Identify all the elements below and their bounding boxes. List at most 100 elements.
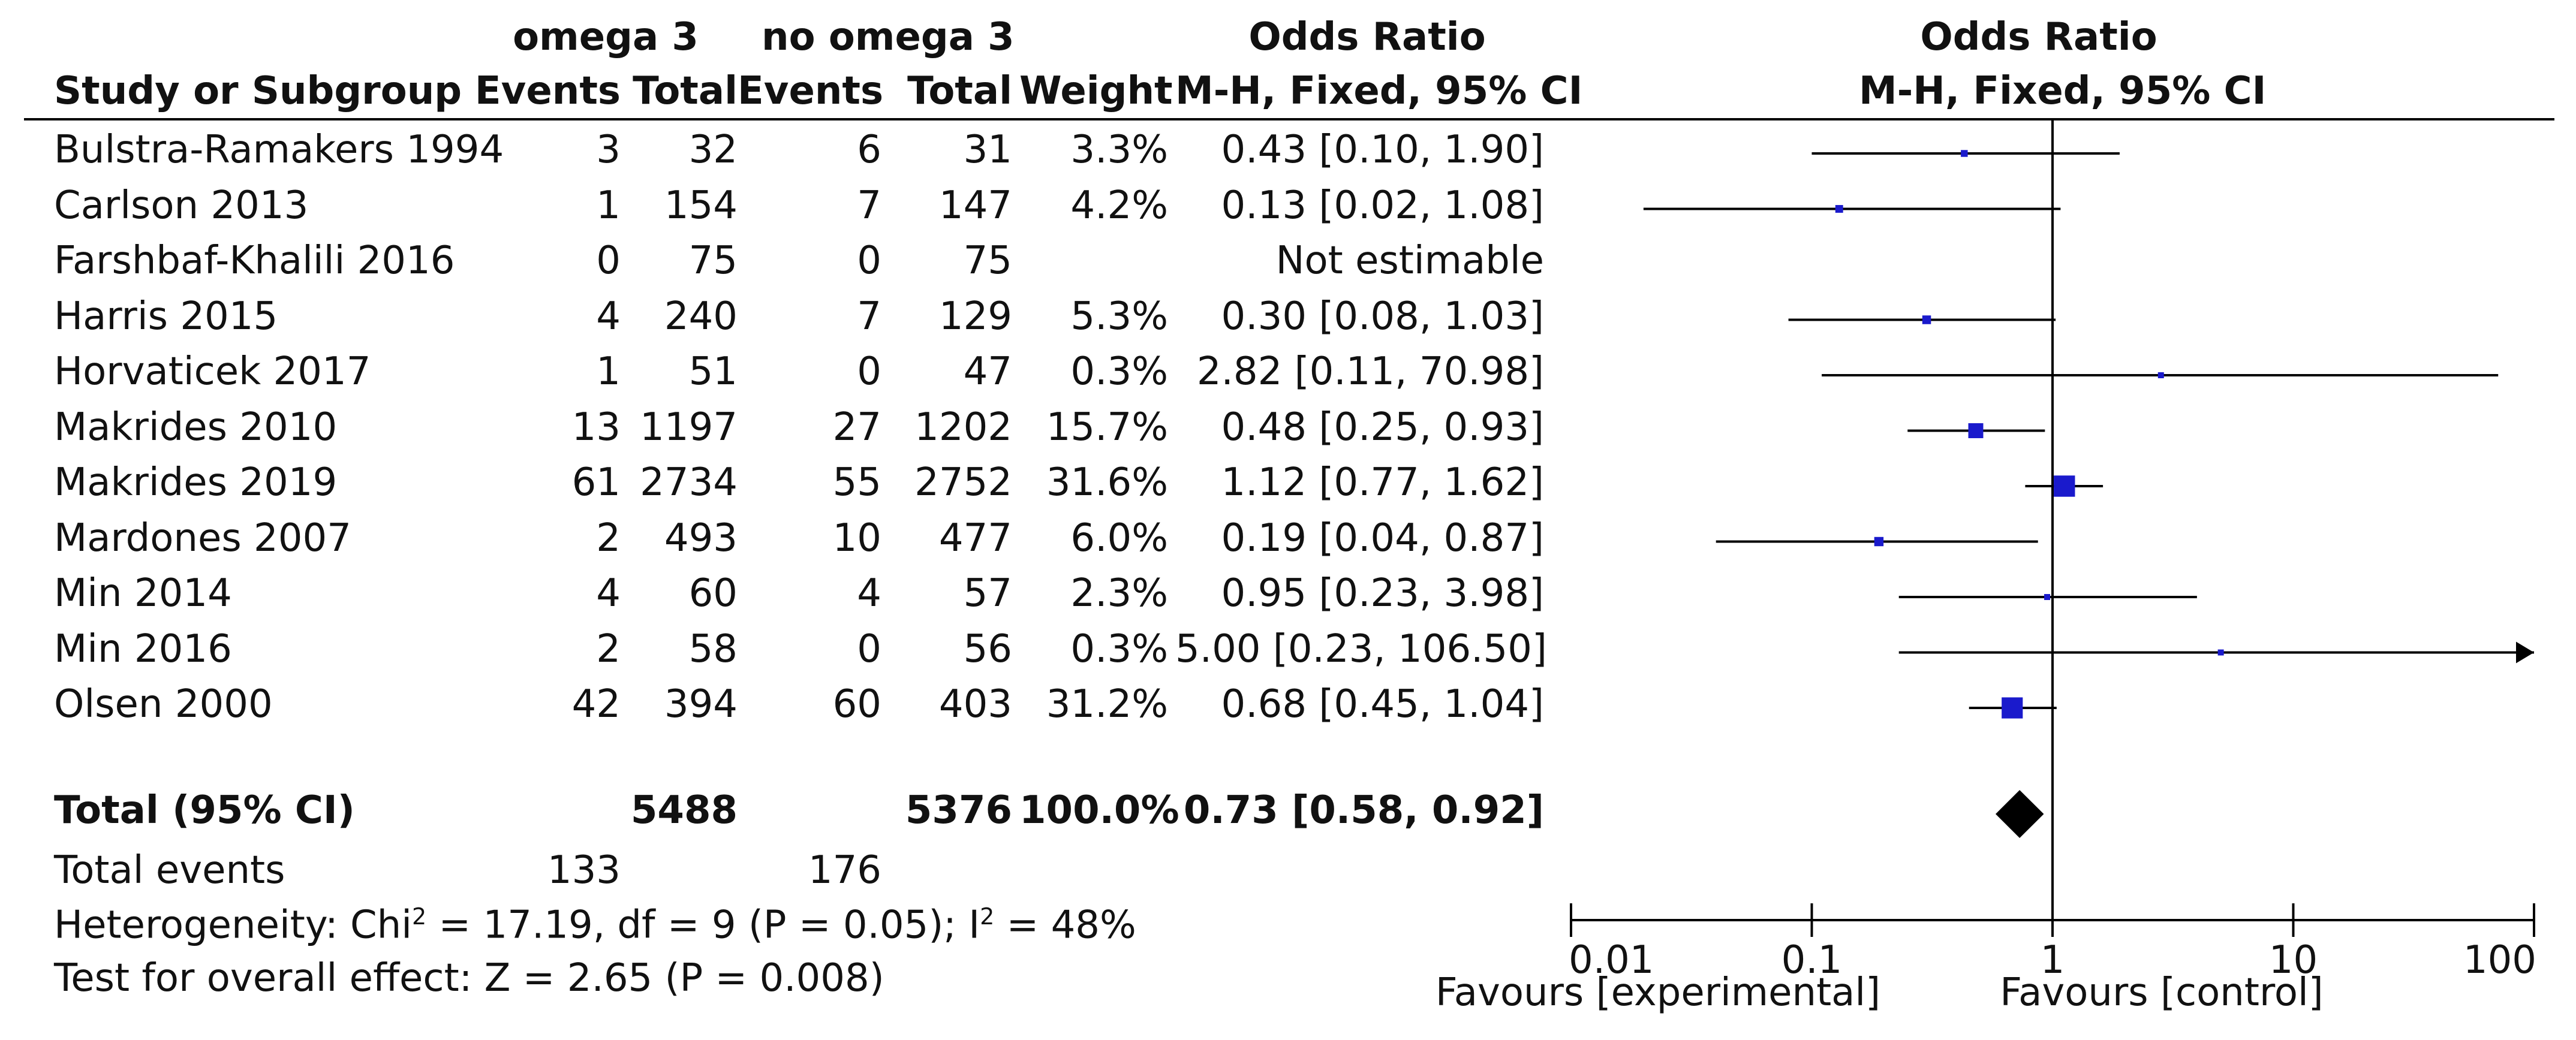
total-weight: 100.0% xyxy=(1019,788,1179,833)
events1-value: 2 xyxy=(596,626,621,671)
weight-value: 5.3% xyxy=(1070,294,1168,339)
events2-value: 4 xyxy=(857,571,881,616)
ci-text-value: 0.19 [0.04, 0.87] xyxy=(1221,516,1544,560)
ci-text-value: 2.82 [0.11, 70.98] xyxy=(1196,349,1544,394)
method-plot-header: M-H, Fixed, 95% CI xyxy=(1859,69,2267,113)
total1-value: 394 xyxy=(664,682,738,727)
total2-value: 2752 xyxy=(914,460,1012,505)
ci-text-value: 0.95 [0.23, 3.98] xyxy=(1221,571,1544,616)
study-name: Harris 2015 xyxy=(54,294,278,339)
study-marker xyxy=(2002,697,2023,719)
total-events-e2: 176 xyxy=(808,848,881,893)
study-marker xyxy=(2157,372,2164,378)
x-tick-label: 1 xyxy=(2041,938,2065,982)
favours-right-label: Favours [control] xyxy=(2000,970,2324,1015)
total2-value: 56 xyxy=(963,626,1012,671)
total1-value: 58 xyxy=(688,626,738,671)
weight-column-header: Weight xyxy=(1019,69,1173,113)
total2-value: 57 xyxy=(963,571,1012,616)
x-tick-label: 10 xyxy=(2269,938,2318,982)
events1-value: 4 xyxy=(596,294,621,339)
ci-text-value: 5.00 [0.23, 106.50] xyxy=(1175,626,1547,671)
total2-value: 403 xyxy=(938,682,1012,727)
study-marker xyxy=(2217,649,2224,656)
study-name: Min 2014 xyxy=(54,571,232,616)
events2-value: 0 xyxy=(857,626,881,671)
heterogeneity-text: Heterogeneity: Chi2 = 17.19, df = 9 (P =… xyxy=(54,903,1136,948)
total2-value: 477 xyxy=(938,516,1012,560)
events1-value: 13 xyxy=(571,405,621,450)
events1-value: 1 xyxy=(596,183,621,228)
favours-left-label: Favours [experimental] xyxy=(1436,970,1880,1015)
weight-value: 6.0% xyxy=(1070,516,1168,560)
study-marker xyxy=(1961,150,1968,157)
study-name: Mardones 2007 xyxy=(54,516,351,560)
weight-value: 3.3% xyxy=(1070,128,1168,172)
study-marker xyxy=(1835,205,1843,213)
total-events-label: Total events xyxy=(54,848,285,893)
ci-text-value: 0.68 [0.45, 1.04] xyxy=(1221,682,1544,727)
weight-value: 0.3% xyxy=(1070,626,1168,671)
total1-value: 1197 xyxy=(640,405,738,450)
total1-value: 51 xyxy=(688,349,738,394)
x-tick-label: 0.01 xyxy=(1569,938,1654,982)
events2-value: 27 xyxy=(832,405,881,450)
events1-value: 0 xyxy=(596,239,621,283)
ci-text-value: Not estimable xyxy=(1275,239,1544,283)
events1-value: 42 xyxy=(571,682,621,727)
events2-value: 60 xyxy=(832,682,881,727)
total-total1: 5488 xyxy=(630,788,738,833)
total1-value: 60 xyxy=(688,571,738,616)
ci-text-value: 0.43 [0.10, 1.90] xyxy=(1221,128,1544,172)
study-marker xyxy=(2044,594,2051,600)
weight-value: 31.2% xyxy=(1046,682,1168,727)
events1-value: 4 xyxy=(596,571,621,616)
weight-value: 4.2% xyxy=(1070,183,1168,228)
total2-value: 31 xyxy=(963,128,1012,172)
ci-text-value: 0.48 [0.25, 0.93] xyxy=(1221,405,1544,450)
study-name: Olsen 2000 xyxy=(54,682,273,727)
total-label: Total (95% CI) xyxy=(54,788,355,833)
study-name: Carlson 2013 xyxy=(54,183,309,228)
pooled-diamond xyxy=(1996,790,2044,838)
ci-text-value: 1.12 [0.77, 1.62] xyxy=(1221,460,1544,505)
total2-value: 1202 xyxy=(914,405,1012,450)
study-name: Horvaticek 2017 xyxy=(54,349,371,394)
study-marker xyxy=(1922,315,1931,324)
total1-column-header: Total xyxy=(633,69,738,113)
total1-value: 32 xyxy=(688,128,738,172)
study-marker xyxy=(1874,536,1884,547)
events1-value: 61 xyxy=(571,460,621,505)
events2-value: 10 xyxy=(832,516,881,560)
group2-header: no omega 3 xyxy=(762,15,1015,59)
ci-text-value: 0.13 [0.02, 1.08] xyxy=(1221,183,1544,228)
study-name: Bulstra-Ramakers 1994 xyxy=(54,128,504,172)
study-name: Makrides 2010 xyxy=(54,405,338,450)
x-tick-label: 0.1 xyxy=(1781,938,1843,982)
ci-arrow xyxy=(2516,641,2534,664)
study-name: Farshbaf-Khalili 2016 xyxy=(54,239,455,283)
events2-column-header: Events xyxy=(738,69,884,113)
study-column-header: Study or Subgroup xyxy=(54,69,462,113)
events2-value: 0 xyxy=(857,349,881,394)
total2-value: 147 xyxy=(938,183,1012,228)
study-marker xyxy=(1968,423,1984,438)
events2-value: 0 xyxy=(857,239,881,283)
weight-value: 2.3% xyxy=(1070,571,1168,616)
study-marker xyxy=(2054,475,2075,497)
study-name: Min 2016 xyxy=(54,626,232,671)
weight-value: 15.7% xyxy=(1046,405,1168,450)
ci-text-value: 0.30 [0.08, 1.03] xyxy=(1221,294,1544,339)
method-table-header: M-H, Fixed, 95% CI xyxy=(1175,69,1583,113)
events2-value: 7 xyxy=(857,183,881,228)
events1-value: 3 xyxy=(596,128,621,172)
study-name: Makrides 2019 xyxy=(54,460,338,505)
weight-value: 0.3% xyxy=(1070,349,1168,394)
events2-value: 7 xyxy=(857,294,881,339)
group1-header: omega 3 xyxy=(513,15,699,59)
total-ci-text: 0.73 [0.58, 0.92] xyxy=(1183,788,1544,833)
total2-value: 47 xyxy=(963,349,1012,394)
total2-value: 129 xyxy=(938,294,1012,339)
events2-value: 6 xyxy=(857,128,881,172)
x-tick-label: 100 xyxy=(2463,938,2536,982)
